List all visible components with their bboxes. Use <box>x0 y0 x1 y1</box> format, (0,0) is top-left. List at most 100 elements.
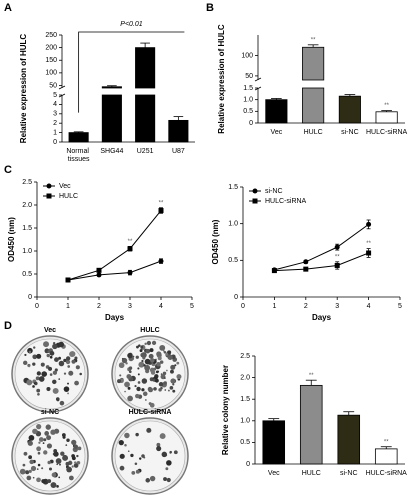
colony <box>51 472 57 478</box>
colony <box>36 446 42 452</box>
colony <box>71 454 75 458</box>
colony <box>23 451 28 456</box>
bar-upper <box>135 47 156 89</box>
colony <box>134 385 137 388</box>
colony <box>167 350 172 355</box>
colony <box>156 351 162 357</box>
y-tick-label: 0 <box>234 294 238 301</box>
marker <box>303 259 309 265</box>
colony <box>149 402 155 408</box>
x-tick-label: 1 <box>66 303 70 310</box>
colony <box>65 461 70 466</box>
panel-label: A <box>4 2 12 14</box>
colony <box>58 360 65 367</box>
marker <box>366 221 372 227</box>
colony <box>153 387 157 391</box>
colony <box>126 374 132 379</box>
colony <box>37 451 41 455</box>
bar <box>375 111 398 124</box>
colony <box>124 390 126 393</box>
x-tick-label: 4 <box>367 303 371 310</box>
panel-label: D <box>4 320 12 332</box>
colony <box>49 350 55 356</box>
colony <box>163 477 168 481</box>
colony <box>149 475 156 482</box>
colony <box>127 450 130 453</box>
bar <box>135 94 156 143</box>
significance-label: ** <box>309 373 314 379</box>
colony <box>135 469 140 474</box>
annotation: P<0.01 <box>120 21 142 28</box>
colony <box>38 376 45 382</box>
x-tick-label: HULC-siRNA <box>366 470 408 477</box>
marker <box>334 244 340 250</box>
colony <box>50 482 57 489</box>
colony <box>169 450 172 454</box>
colony <box>166 369 168 372</box>
colony <box>144 358 151 365</box>
x-tick-label: 0 <box>241 303 245 310</box>
significance-label: ** <box>384 103 389 109</box>
colony <box>46 443 53 449</box>
colony <box>154 378 159 383</box>
colony <box>132 355 135 358</box>
bar-upper <box>101 86 122 89</box>
panel-label: C <box>4 164 12 176</box>
colony <box>73 463 79 468</box>
colony <box>159 360 164 364</box>
bar-upper <box>302 46 325 81</box>
colony <box>41 467 44 470</box>
x-tick-label: 0 <box>35 303 39 310</box>
colony <box>33 346 36 349</box>
colony <box>140 345 144 349</box>
y-axis-label: Relative colony number <box>221 365 230 455</box>
y-axis-label: Relative expression of HULC <box>217 24 226 134</box>
colony <box>46 435 52 441</box>
marker <box>158 258 164 264</box>
colony <box>36 468 39 470</box>
significance-label: ** <box>335 254 340 260</box>
colony <box>119 374 122 377</box>
colony <box>50 429 56 435</box>
colony <box>71 465 74 468</box>
colony <box>74 380 79 386</box>
colony <box>159 344 166 351</box>
colony <box>144 364 151 371</box>
colony <box>118 362 125 369</box>
significance-label: ** <box>384 439 389 445</box>
y-tick-label: 1.5 <box>228 184 238 191</box>
colony <box>125 362 128 365</box>
colony <box>30 465 37 472</box>
colony <box>149 348 154 353</box>
colony <box>27 440 33 446</box>
y-tick-label: 0 <box>28 294 32 301</box>
bar <box>68 132 89 143</box>
colony <box>43 438 47 442</box>
colony <box>149 358 155 363</box>
colony <box>66 438 70 442</box>
y-tick-label: 2.0 <box>240 374 250 381</box>
y-tick-label: 1.5 <box>240 396 250 403</box>
x-tick-label: HULC-siRNA <box>366 129 408 136</box>
bar <box>101 94 122 143</box>
colony <box>48 467 53 471</box>
y-tick-label: 1 <box>53 129 57 136</box>
colony <box>69 351 75 357</box>
colony <box>150 370 156 375</box>
colony <box>55 458 62 464</box>
colony <box>121 357 124 360</box>
y-tick-label: 150 <box>45 57 57 64</box>
colony <box>131 470 136 475</box>
colony <box>38 437 44 442</box>
colony <box>36 388 41 393</box>
colony <box>118 439 124 446</box>
colony <box>146 340 152 346</box>
colony <box>124 381 130 388</box>
colony <box>137 381 141 384</box>
colony <box>36 424 42 430</box>
y-tick-label: 100 <box>241 52 253 59</box>
colony <box>28 435 35 441</box>
y-tick-label: 5 <box>53 92 57 99</box>
colony <box>119 453 125 459</box>
colony <box>164 377 166 379</box>
